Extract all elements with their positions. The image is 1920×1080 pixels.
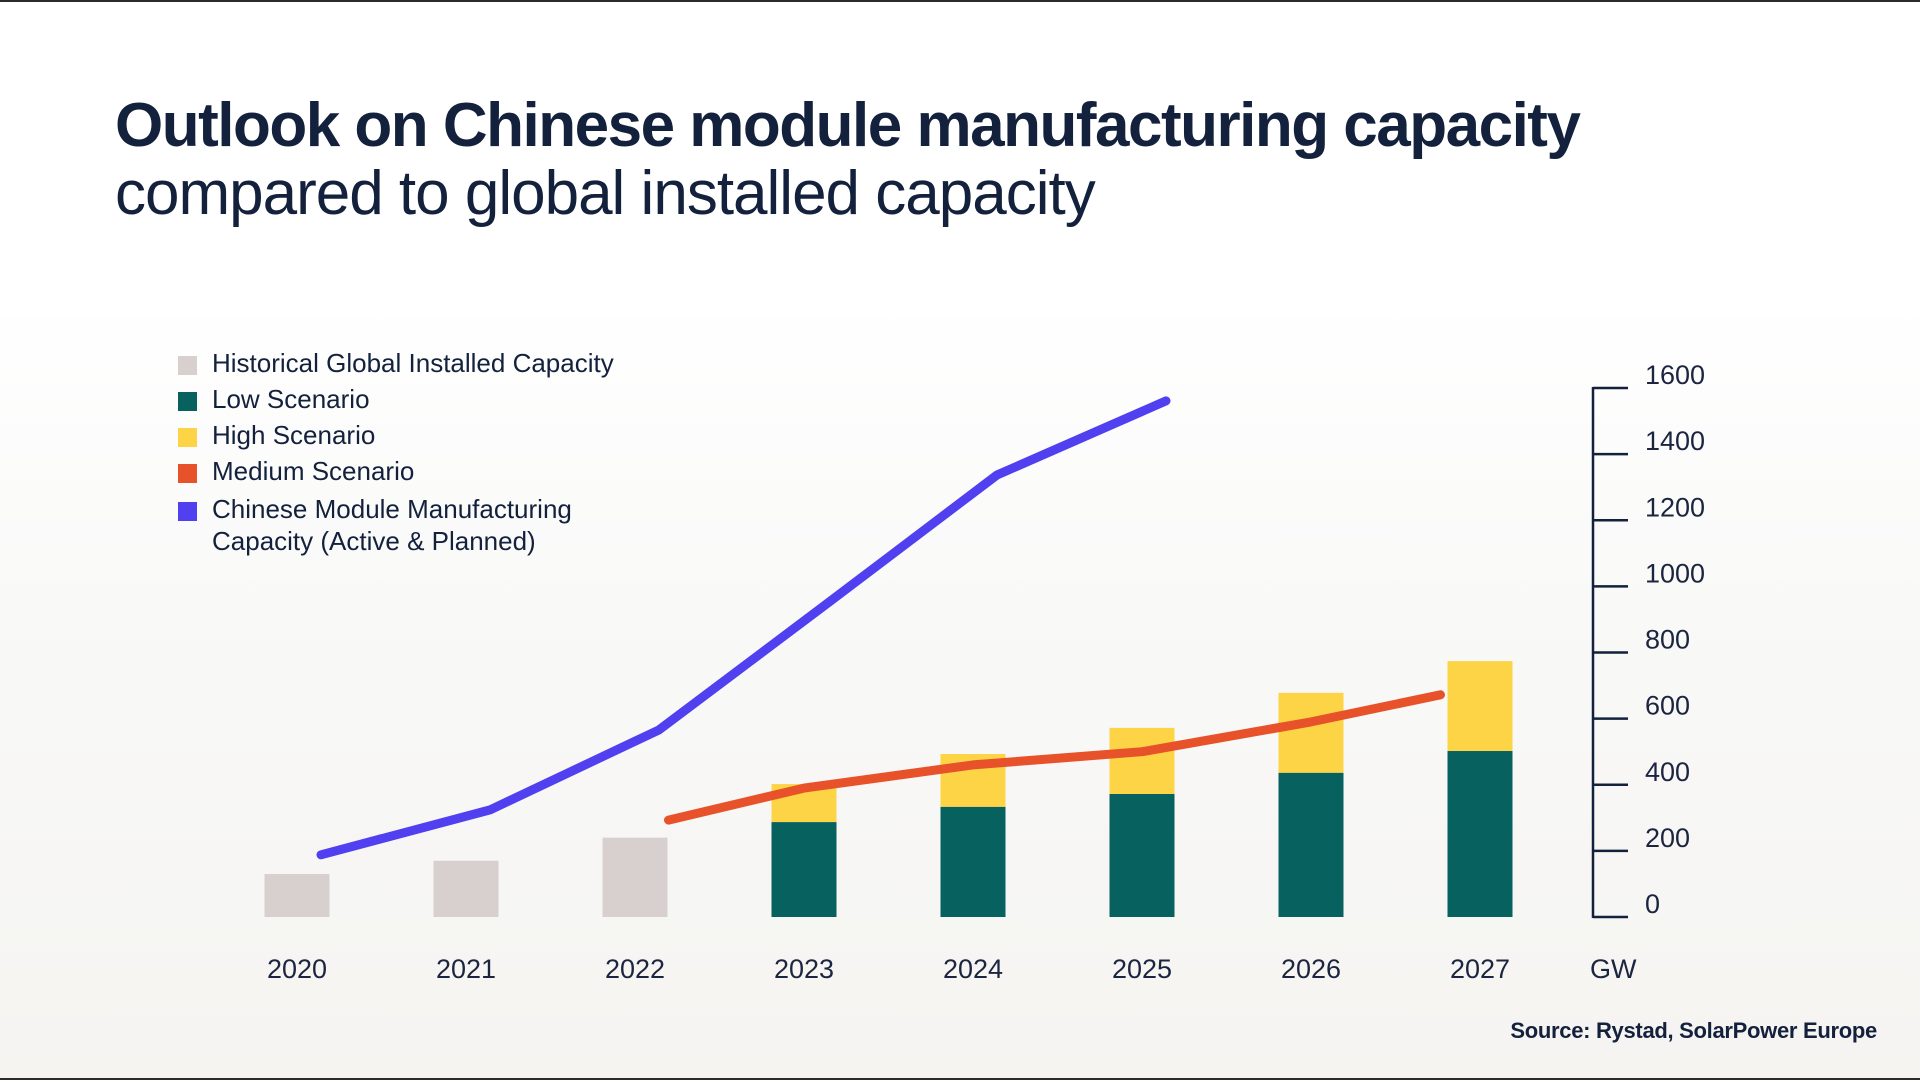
bars-layer xyxy=(264,661,1513,917)
bar-low-scenario-2024 xyxy=(940,806,1006,917)
chart-title: Outlook on Chinese module manufacturing … xyxy=(115,91,1581,160)
x-tick-label-2024: 2024 xyxy=(943,954,1003,984)
line-chinese-manufacturing-capacity xyxy=(316,396,1171,860)
legend-swatch-low xyxy=(178,392,197,411)
chart-subtitle: compared to global installed capacity xyxy=(115,159,1096,228)
x-tick-label-2023: 2023 xyxy=(774,954,834,984)
bar-low-scenario-2027 xyxy=(1447,751,1513,917)
bar-high-scenario-2027 xyxy=(1447,661,1513,752)
bar-low-scenario-2023 xyxy=(771,822,837,917)
x-tick-label-2021: 2021 xyxy=(436,954,496,984)
y-tick-label-1400: 1400 xyxy=(1645,426,1705,456)
y-tick-label-400: 400 xyxy=(1645,757,1690,787)
bar-historical-2020 xyxy=(264,874,330,917)
y-tick-label-1200: 1200 xyxy=(1645,492,1705,522)
bar-low-scenario-2026 xyxy=(1278,772,1344,917)
x-tick-label-2022: 2022 xyxy=(605,954,665,984)
x-axis-labels: 2020 2021 2022 2023 2024 2025 2026 2027 xyxy=(267,954,1510,984)
legend-label-low: Low Scenario xyxy=(212,384,370,414)
legend-label-chinese-capacity: Chinese Module Manufacturing Capacity (A… xyxy=(212,494,572,556)
legend-label-high: High Scenario xyxy=(212,420,376,450)
legend-swatch-medium xyxy=(178,464,197,483)
y-axis-unit-label: GW xyxy=(1590,954,1637,984)
x-tick-label-2026: 2026 xyxy=(1281,954,1341,984)
legend-swatch-high xyxy=(178,428,197,447)
lines-layer xyxy=(316,396,1445,860)
legend-swatch-chinese-capacity xyxy=(178,502,197,521)
legend-item-high: High Scenario xyxy=(178,419,692,455)
frame-bottom-border xyxy=(0,1078,1920,1080)
y-tick-label-0: 0 xyxy=(1645,889,1660,919)
frame-top-border xyxy=(0,0,1920,2)
legend-item-medium: Medium Scenario xyxy=(178,455,692,491)
legend-item-chinese-capacity: Chinese Module Manufacturing Capacity (A… xyxy=(178,493,692,563)
y-tick-label-1000: 1000 xyxy=(1645,558,1705,588)
line-medium-scenario xyxy=(664,690,1445,825)
x-tick-label-2020: 2020 xyxy=(267,954,327,984)
legend-item-historical: Historical Global Installed Capacity xyxy=(178,347,692,383)
legend-label-medium: Medium Scenario xyxy=(212,456,415,486)
x-tick-label-2027: 2027 xyxy=(1450,954,1510,984)
legend-swatch-historical xyxy=(178,356,197,375)
bar-low-scenario-2025 xyxy=(1109,794,1175,917)
legend: Historical Global Installed Capacity Low… xyxy=(178,347,692,563)
y-tick-label-600: 600 xyxy=(1645,691,1690,721)
x-tick-label-2025: 2025 xyxy=(1112,954,1172,984)
legend-item-low: Low Scenario xyxy=(178,383,692,419)
source-note: Source: Rystad, SolarPower Europe xyxy=(1510,1018,1877,1043)
y-tick-label-200: 200 xyxy=(1645,823,1690,853)
bar-historical-2022 xyxy=(602,837,668,917)
y-tick-label-800: 800 xyxy=(1645,625,1690,655)
bar-high-scenario-2025 xyxy=(1109,727,1175,795)
bar-historical-2021 xyxy=(433,860,499,917)
bar-high-scenario-2026 xyxy=(1278,692,1344,773)
y-axis: 0 200 400 600 800 1000 1200 1400 1600 GW xyxy=(1590,360,1705,984)
legend-label-historical: Historical Global Installed Capacity xyxy=(212,348,614,378)
y-tick-label-1600: 1600 xyxy=(1645,360,1705,390)
